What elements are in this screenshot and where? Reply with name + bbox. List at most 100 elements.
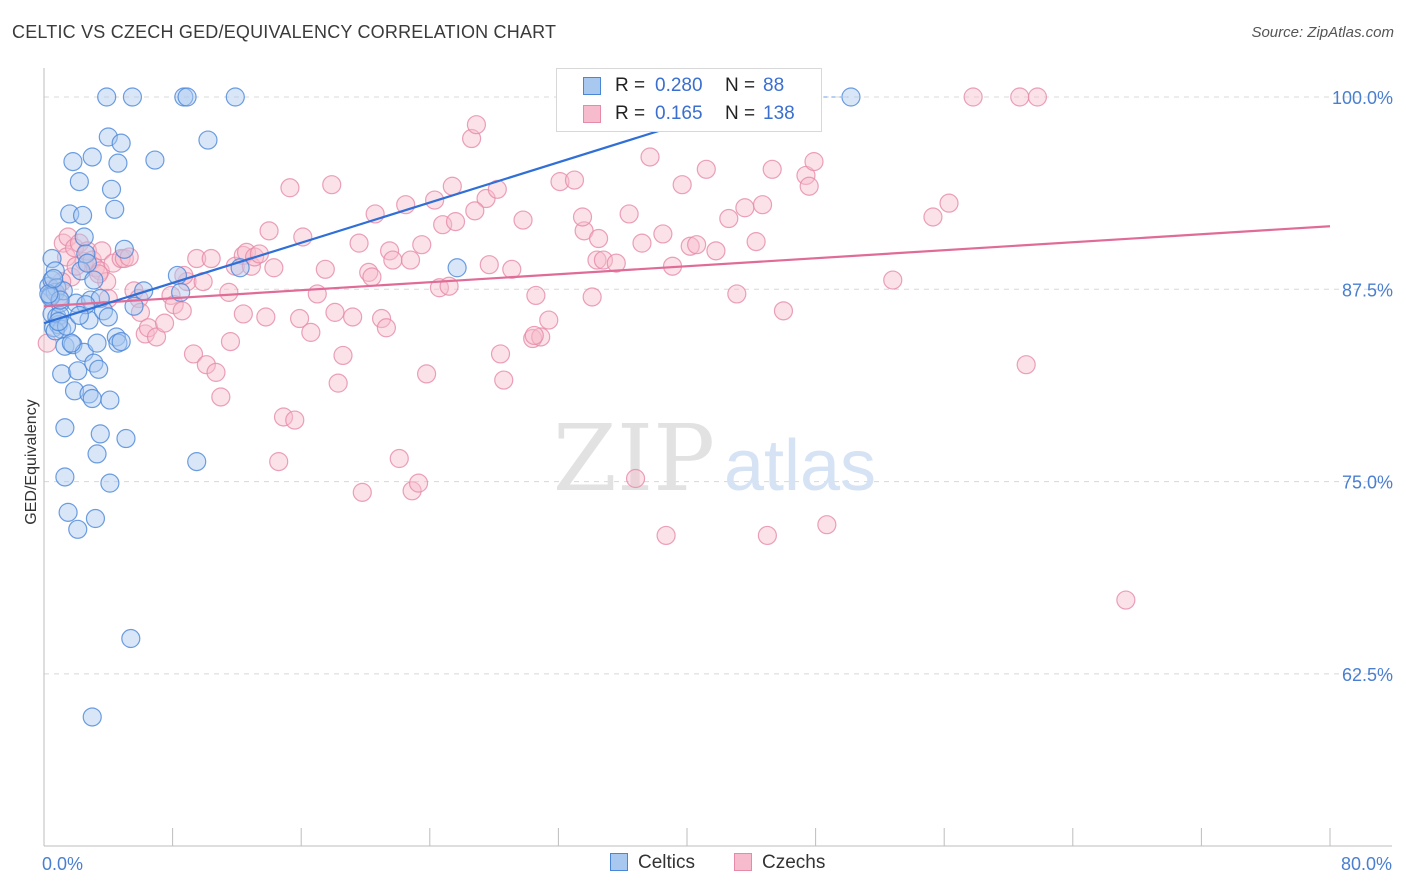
czechs-point — [757, 525, 777, 546]
y-tick-label: 87.5% — [1342, 280, 1393, 300]
czechs-point — [259, 221, 279, 241]
czechs-point — [343, 307, 363, 327]
czechs-point — [400, 250, 421, 270]
x-tick-label-max: 80.0% — [1340, 854, 1392, 874]
czechs-point — [389, 448, 409, 469]
n-label: N = — [725, 75, 756, 96]
chart-title: CELTIC VS CZECH GED/EQUIVALENCY CORRELAT… — [12, 22, 557, 42]
grid-lines — [44, 96, 1392, 675]
czechs-r-value: 0.165 — [655, 103, 703, 124]
czechs-point — [656, 525, 676, 546]
celtics-point — [841, 87, 861, 107]
czechs-point — [653, 224, 673, 244]
celtics-point — [111, 133, 131, 153]
watermark: ZIP atlas — [553, 405, 876, 512]
legend-row-czechs: R = 0.165 N = 138 — [557, 99, 821, 129]
czechs-point — [762, 159, 782, 179]
czechs-point — [526, 285, 546, 306]
czechs-point — [402, 481, 422, 501]
celtics-point — [52, 364, 72, 384]
czechs-point — [256, 307, 276, 327]
celtics-point — [82, 707, 102, 727]
czechs-point — [1010, 87, 1030, 107]
celtics-point — [89, 359, 109, 379]
celtics-point — [116, 428, 136, 449]
y-tick-labels: 62.5% 75.0% 87.5% 100.0% — [1332, 88, 1393, 685]
czechs-point — [719, 208, 739, 229]
celtics-point — [55, 467, 75, 487]
czechs-point — [445, 212, 466, 232]
r-label: R = — [615, 75, 646, 96]
czechs-point — [408, 473, 429, 493]
celtics-point — [121, 628, 141, 649]
celtics-trendline — [43, 95, 768, 325]
watermark-zip: ZIP — [553, 405, 715, 512]
czechs-point — [376, 318, 396, 338]
celtics-point — [44, 268, 64, 289]
y-tick-label: 75.0% — [1342, 473, 1393, 493]
y-tick-label: 62.5% — [1342, 665, 1393, 685]
czechs-point — [264, 258, 284, 278]
czechs-point — [588, 228, 609, 249]
czechs-point — [727, 284, 747, 304]
celtics-point — [74, 227, 94, 247]
czechs-point — [206, 362, 226, 382]
czechs-point — [301, 322, 321, 342]
celtics-legend-label: Celtics — [638, 852, 696, 873]
czechs-point — [92, 241, 112, 261]
czechs-point — [465, 201, 485, 221]
legend-item-czechs: Czechs — [734, 852, 825, 874]
czechs-point — [752, 195, 773, 215]
czechs-point — [183, 344, 204, 364]
czechs-point — [233, 304, 253, 324]
celtics-point — [84, 270, 104, 290]
legend-item-celtics: Celtics — [610, 852, 695, 874]
watermark-atlas: atlas — [724, 426, 876, 506]
czechs-point — [315, 259, 335, 279]
czechs-point — [383, 250, 403, 270]
czechs-point — [429, 278, 450, 298]
czechs-point — [817, 515, 837, 535]
czechs-point — [220, 332, 241, 352]
czechs-point — [619, 204, 639, 224]
czechs-point — [1116, 590, 1136, 610]
celtics-point — [64, 381, 85, 401]
czechs-point — [466, 115, 487, 135]
czechs-point — [696, 159, 716, 179]
czechs-point — [524, 325, 544, 346]
czechs-point — [513, 210, 533, 230]
czechs-point — [773, 301, 794, 321]
czechs-point — [362, 267, 382, 287]
celtics-point — [122, 87, 143, 107]
czechs-point — [58, 227, 78, 247]
czechs-point — [371, 308, 392, 329]
czechs-point — [172, 301, 192, 321]
celtics-point — [97, 87, 117, 107]
celtics-point — [145, 150, 165, 170]
czechs-point — [606, 253, 626, 273]
celtics-point — [100, 473, 120, 493]
celtics-point — [108, 153, 128, 173]
celtics-swatch — [583, 77, 601, 95]
czechs-point — [322, 175, 342, 195]
czechs-point — [939, 193, 959, 213]
czechs-point — [289, 308, 310, 329]
celtics-point — [79, 310, 99, 330]
czechs-point — [746, 232, 766, 252]
czechs-point — [502, 259, 522, 279]
x-tick-label-min: 0.0% — [42, 854, 84, 874]
celtics-point — [77, 253, 98, 273]
axes — [43, 68, 1392, 847]
source-label: Source: ZipAtlas.com — [1251, 24, 1394, 41]
czechs-point — [285, 410, 305, 430]
czechs-point — [587, 250, 607, 270]
czechs-point — [531, 327, 551, 347]
celtics-point — [90, 424, 110, 444]
celtics-point — [225, 87, 245, 107]
celtics-point — [447, 258, 467, 278]
czechs-point — [307, 284, 327, 304]
czechs-legend-swatch — [734, 853, 752, 871]
celtics-point — [187, 452, 207, 472]
celtics-point — [98, 307, 118, 327]
legend-row-celtics: R = 0.280 N = 88 — [557, 71, 821, 101]
